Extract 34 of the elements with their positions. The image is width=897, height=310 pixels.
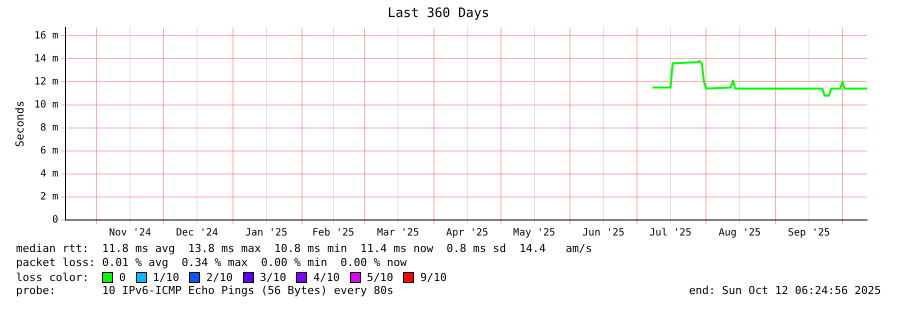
x-tick-label: May '25 <box>513 228 556 239</box>
x-tick-label: Nov '24 <box>108 228 152 239</box>
legend-label: 0 <box>119 270 126 284</box>
legend-label: 2/10 <box>206 270 233 284</box>
y-tick-label: 12 m <box>34 76 58 88</box>
x-tick-label: Feb '25 <box>312 228 354 239</box>
legend-label: 3/10 <box>260 270 286 284</box>
y-tick-label: 16 m <box>34 30 58 42</box>
y-tick-label: 4 m <box>40 168 58 180</box>
y-tick-label: 0 <box>52 214 58 226</box>
x-tick-label: Aug '25 <box>718 228 761 239</box>
y-axis-title: Seconds <box>13 100 26 147</box>
text: median rtt: 11.8 ms avg 13.8 ms max 10.8 ms min 11.4 ms now 0.8 ms sd 14.4 am/s <box>16 242 594 256</box>
legend-label: 4/10 <box>313 270 340 284</box>
x-tick-label: Jun '25 <box>582 228 625 239</box>
y-tick-label: 8 m <box>40 122 58 134</box>
y-tick-label: 14 m <box>34 53 58 64</box>
y-tick-label: 2 m <box>40 192 58 203</box>
text: packet loss: 0.01 % avg 0.34 % max 0.00 % min 0.00 % now <box>16 256 408 270</box>
x-tick-label: Dec '24 <box>176 228 218 239</box>
chart-title: Last 360 Days <box>388 6 490 22</box>
x-tick-label: Jan '25 <box>245 228 288 239</box>
text: probe: 10 IPv6-ICMP Echo Pings (56 Bytes) every 80s <box>16 284 394 298</box>
x-tick-label: Sep '25 <box>788 228 830 239</box>
y-tick-label: 6 m <box>40 145 58 156</box>
x-tick-label: Jul '25 <box>649 228 692 239</box>
legend-label: 5/10 <box>366 270 394 284</box>
y-tick-label: 10 m <box>34 99 58 110</box>
text: end: Sun Oct 12 06:24:56 2025 <box>688 284 881 298</box>
legend-label: 1/10 <box>152 270 180 284</box>
legend-label: 9/10 <box>420 270 447 284</box>
x-tick-label: Apr '25 <box>446 228 488 239</box>
legend-title: loss color: <box>16 270 90 284</box>
x-tick-label: Mar '25 <box>376 228 420 239</box>
